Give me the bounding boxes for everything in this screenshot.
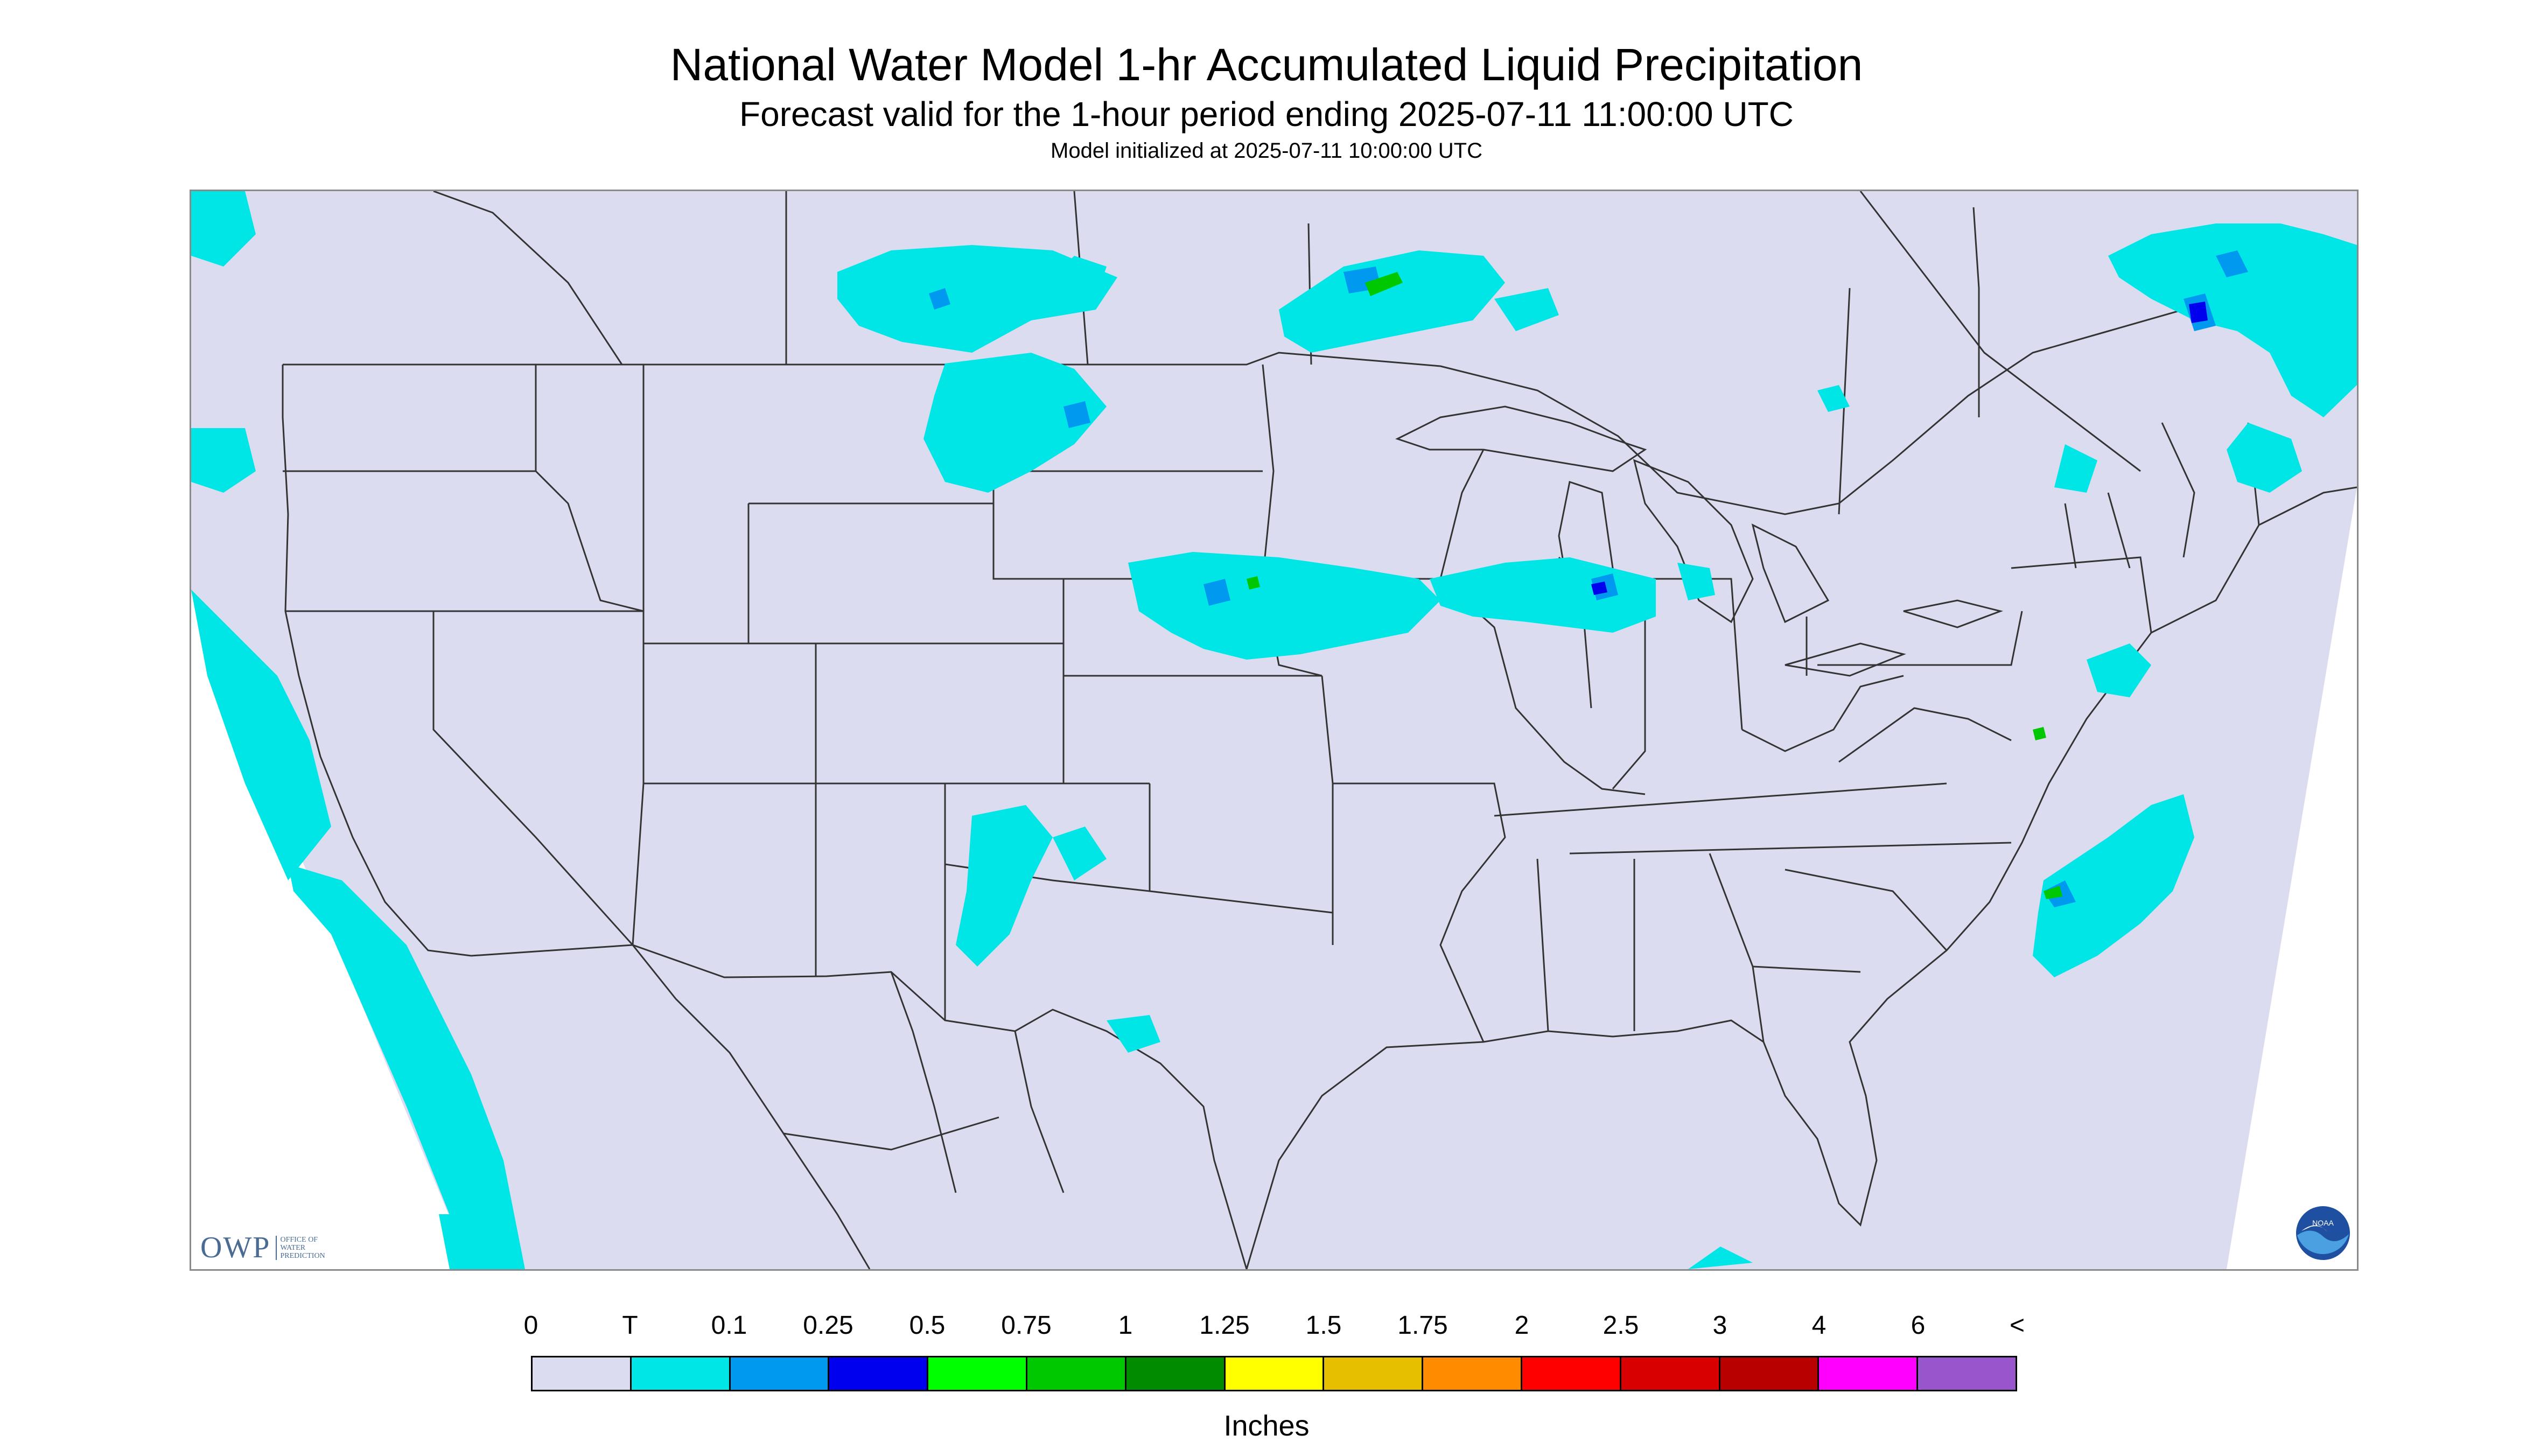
precip-0-1 [929, 250, 2248, 907]
map-title: National Water Model 1-hr Accumulated Li… [670, 39, 1863, 90]
colorbar-tick-label: 1.25 [1199, 1311, 1250, 1340]
colorbar-labels: 0 T 0.1 0.25 0.5 0.75 1 1.25 1.5 1.75 2 2.5 3 4 6 < [524, 1310, 2025, 1342]
noaa-logo-icon: NOAA [2296, 1206, 2350, 1260]
precip-0-5-plus [1247, 272, 2062, 899]
noaa-logo-text: NOAA [2312, 1219, 2334, 1227]
colorbar-swatch [533, 1357, 632, 1390]
colorbar-swatch [1522, 1357, 1621, 1390]
colorbar-tick-label: 0 [523, 1311, 538, 1340]
colorbar-swatch [829, 1357, 929, 1390]
colorbar-tick-label: 0.25 [803, 1311, 853, 1340]
owp-logo: OWP OFFICE OF WATER PREDICTION [200, 1229, 339, 1266]
colorbar-tick-label: < [2009, 1311, 2025, 1340]
model-init-time: Model initialized at 2025-07-11 10:00:00… [1051, 139, 1482, 163]
colorbar-tick-label: 3 [1712, 1311, 1727, 1340]
colorbar-swatch [1918, 1357, 2016, 1390]
colorbar-tick-label: 4 [1811, 1311, 1827, 1340]
colorbar-swatch [730, 1357, 830, 1390]
colorbar-swatch [1324, 1357, 1424, 1390]
colorbar [531, 1356, 2017, 1391]
colorbar-tick-label: 0.5 [909, 1311, 946, 1340]
colorbar-swatch [631, 1357, 731, 1390]
colorbar-tick-label: 1.5 [1305, 1311, 1342, 1340]
colorbar-tick-label: 1.75 [1397, 1311, 1448, 1340]
colorbar-swatch [1225, 1357, 1325, 1390]
precipitation-map [190, 190, 2359, 1271]
colorbar-swatch [1720, 1357, 1820, 1390]
colorbar-swatch [928, 1357, 1027, 1390]
colorbar-tick-label: 6 [1911, 1311, 1926, 1340]
owp-logo-text: OWP [200, 1231, 271, 1264]
model-domain [191, 191, 2357, 1269]
owp-logo-subtitle: OFFICE OF WATER PREDICTION [276, 1235, 339, 1260]
precip-trace [191, 191, 2357, 1269]
map-subtitle: Forecast valid for the 1-hour period end… [739, 95, 1794, 134]
colorbar-swatch [1027, 1357, 1126, 1390]
colorbar-swatch [1819, 1357, 1919, 1390]
colorbar-tick-label: T [622, 1311, 638, 1340]
colorbar-tick-label: 0.75 [1001, 1311, 1052, 1340]
colorbar-tick-label: 0.1 [711, 1311, 747, 1340]
precip-0-25 [1591, 302, 2208, 595]
colorbar-swatch [1621, 1357, 1720, 1390]
colorbar-tick-label: 2.5 [1603, 1311, 1639, 1340]
colorbar-tick-label: 1 [1118, 1311, 1133, 1340]
colorbar-swatch [1126, 1357, 1226, 1390]
colorbar-units: Inches [1223, 1410, 1310, 1442]
colorbar-tick-label: 2 [1514, 1311, 1529, 1340]
colorbar-swatch [1423, 1357, 1522, 1390]
